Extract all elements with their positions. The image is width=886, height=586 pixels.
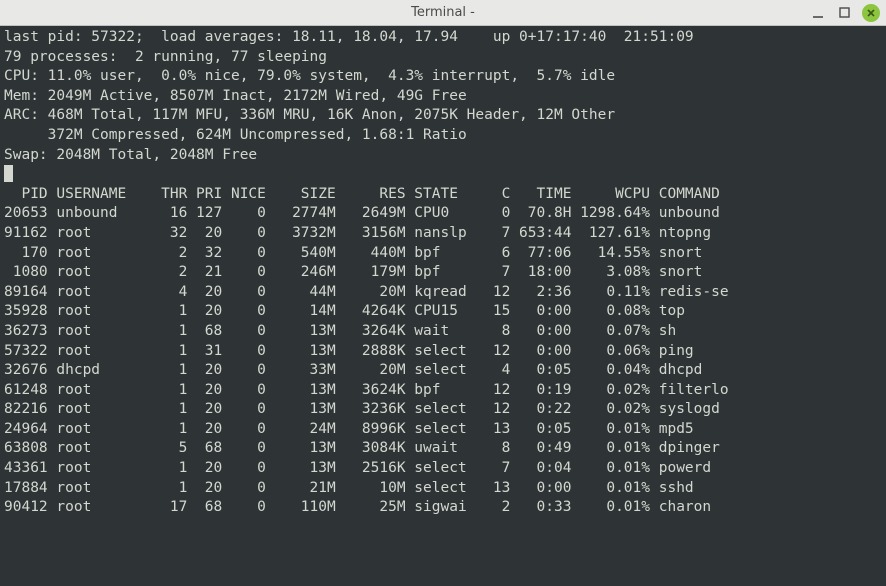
terminal-output[interactable]: last pid: 57322; load averages: 18.11, 1… bbox=[0, 26, 886, 520]
process-row: 89164 root 4 20 0 44M 20M kqread 12 2:36… bbox=[4, 283, 882, 303]
titlebar: Terminal - bbox=[0, 0, 886, 26]
process-row: 32676 dhcpd 1 20 0 33M 20M select 4 0:05… bbox=[4, 361, 882, 381]
window-controls bbox=[810, 0, 880, 25]
process-row: 43361 root 1 20 0 13M 2516K select 7 0:0… bbox=[4, 459, 882, 479]
summary-line: 79 processes: 2 running, 77 sleeping bbox=[4, 48, 882, 68]
process-row: 20653 unbound 16 127 0 2774M 2649M CPU0 … bbox=[4, 204, 882, 224]
summary-line: 372M Compressed, 624M Uncompressed, 1.68… bbox=[4, 126, 882, 146]
summary-line: Swap: 2048M Total, 2048M Free bbox=[4, 146, 882, 166]
process-row: 24964 root 1 20 0 24M 8996K select 13 0:… bbox=[4, 420, 882, 440]
window-title: Terminal - bbox=[411, 5, 475, 20]
cursor-icon bbox=[4, 165, 13, 182]
summary-line: ARC: 468M Total, 117M MFU, 336M MRU, 16K… bbox=[4, 106, 882, 126]
summary-line: Mem: 2049M Active, 8507M Inact, 2172M Wi… bbox=[4, 87, 882, 107]
process-row: 90412 root 17 68 0 110M 25M sigwai 2 0:3… bbox=[4, 498, 882, 518]
maximize-button[interactable] bbox=[836, 5, 852, 21]
minimize-button[interactable] bbox=[810, 5, 826, 21]
process-row: 1080 root 2 21 0 246M 179M bpf 7 18:00 3… bbox=[4, 263, 882, 283]
process-row: 35928 root 1 20 0 14M 4264K CPU15 15 0:0… bbox=[4, 302, 882, 322]
process-row: 63808 root 5 68 0 13M 3084K uwait 8 0:49… bbox=[4, 439, 882, 459]
process-row: 57322 root 1 31 0 13M 2888K select 12 0:… bbox=[4, 342, 882, 362]
process-row: 91162 root 32 20 0 3732M 3156M nanslp 7 … bbox=[4, 224, 882, 244]
process-row: 61248 root 1 20 0 13M 3624K bpf 12 0:19 … bbox=[4, 381, 882, 401]
cursor-line bbox=[4, 165, 882, 185]
process-row: 36273 root 1 68 0 13M 3264K wait 8 0:00 … bbox=[4, 322, 882, 342]
process-row: 170 root 2 32 0 540M 440M bpf 6 77:06 14… bbox=[4, 244, 882, 264]
summary-line: CPU: 11.0% user, 0.0% nice, 79.0% system… bbox=[4, 67, 882, 87]
process-row: 82216 root 1 20 0 13M 3236K select 12 0:… bbox=[4, 400, 882, 420]
summary-line: last pid: 57322; load averages: 18.11, 1… bbox=[4, 28, 882, 48]
process-row: 17884 root 1 20 0 21M 10M select 13 0:00… bbox=[4, 479, 882, 499]
column-headers: PID USERNAME THR PRI NICE SIZE RES STATE… bbox=[4, 185, 882, 205]
close-button[interactable] bbox=[862, 4, 880, 22]
